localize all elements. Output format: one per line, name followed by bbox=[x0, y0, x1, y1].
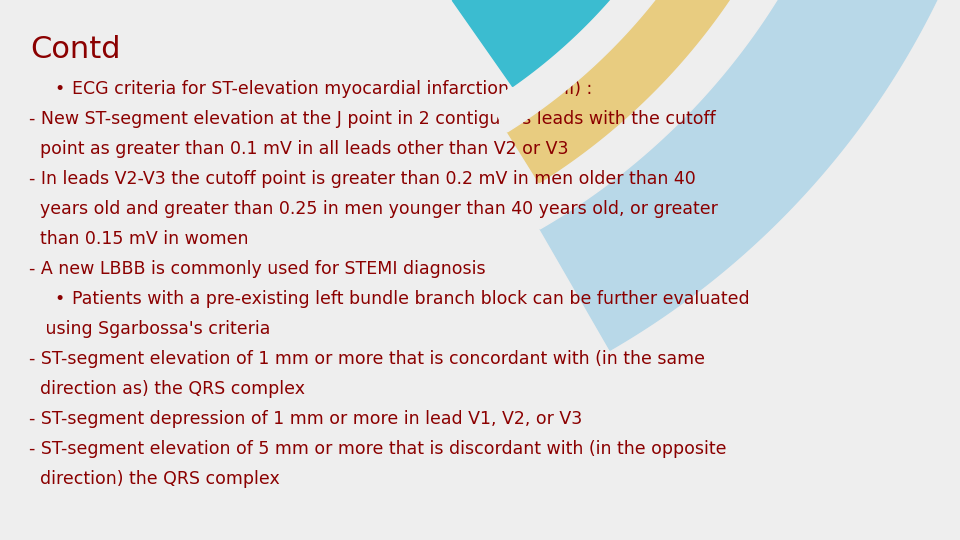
Text: using Sgarbossa's criteria: using Sgarbossa's criteria bbox=[29, 320, 270, 338]
Text: - In leads V2-V3 the cutoff point is greater than 0.2 mV in men older than 40: - In leads V2-V3 the cutoff point is gre… bbox=[29, 170, 696, 188]
Polygon shape bbox=[540, 0, 960, 350]
Text: Patients with a pre-existing left bundle branch block can be further evaluated: Patients with a pre-existing left bundle… bbox=[72, 290, 750, 308]
Text: point as greater than 0.1 mV in all leads other than V2 or V3: point as greater than 0.1 mV in all lead… bbox=[29, 140, 568, 158]
Text: direction as) the QRS complex: direction as) the QRS complex bbox=[29, 380, 305, 398]
Text: years old and greater than 0.25 in men younger than 40 years old, or greater: years old and greater than 0.25 in men y… bbox=[29, 200, 718, 218]
Text: - New ST-segment elevation at the J point in 2 contiguous leads with the cutoff: - New ST-segment elevation at the J poin… bbox=[29, 110, 715, 128]
Polygon shape bbox=[507, 0, 818, 183]
Polygon shape bbox=[520, 0, 847, 229]
Text: •: • bbox=[54, 80, 64, 98]
Text: than 0.15 mV in women: than 0.15 mV in women bbox=[29, 230, 249, 248]
Text: - ST-segment elevation of 1 mm or more that is concordant with (in the same: - ST-segment elevation of 1 mm or more t… bbox=[29, 350, 705, 368]
Text: •: • bbox=[54, 290, 64, 308]
Text: ECG criteria for ST-elevation myocardial infarction (STEMI) :: ECG criteria for ST-elevation myocardial… bbox=[72, 80, 592, 98]
Text: - A new LBBB is commonly used for STEMI diagnosis: - A new LBBB is commonly used for STEMI … bbox=[29, 260, 486, 278]
Text: - ST-segment elevation of 5 mm or more that is discordant with (in the opposite: - ST-segment elevation of 5 mm or more t… bbox=[29, 440, 727, 458]
Text: direction) the QRS complex: direction) the QRS complex bbox=[29, 470, 279, 488]
Text: - ST-segment depression of 1 mm or more in lead V1, V2, or V3: - ST-segment depression of 1 mm or more … bbox=[29, 410, 582, 428]
Text: Contd: Contd bbox=[30, 35, 121, 64]
Polygon shape bbox=[452, 0, 733, 86]
Polygon shape bbox=[489, 0, 760, 132]
